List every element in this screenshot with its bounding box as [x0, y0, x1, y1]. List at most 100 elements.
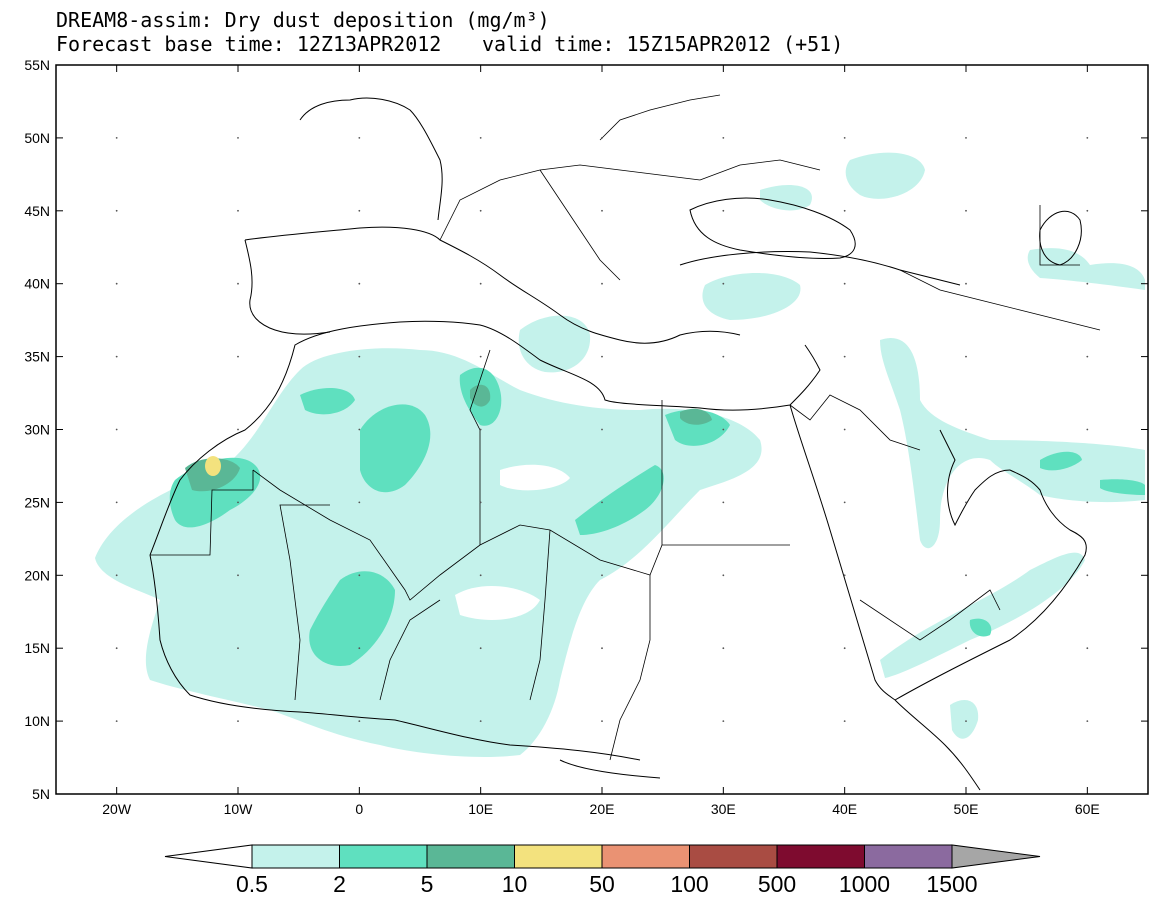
dust-field [95, 152, 1145, 757]
grid-dot [358, 501, 361, 504]
grid-dot [843, 501, 846, 504]
lat-tick-label: 45N [24, 203, 50, 219]
grid-dot [479, 355, 482, 358]
border [599, 94, 721, 141]
dust-area-high [470, 384, 491, 407]
grid-dot [358, 647, 361, 650]
grid-dot [965, 282, 967, 285]
grid-dot [601, 355, 603, 358]
grid-dot [115, 574, 118, 577]
dust-area-low [880, 338, 1145, 549]
grid-dot [115, 282, 118, 285]
grid-dot [115, 720, 118, 722]
grid-dot [115, 428, 118, 431]
dust-area-peak [205, 456, 221, 476]
grid-dot [115, 501, 118, 504]
grid-dot [358, 428, 361, 431]
grid-dot [722, 209, 725, 212]
latitude-axis: 55N 50N 45N 40N 35N 30N 25N 20N 15N 10N 5N [24, 57, 1148, 802]
grid-dot [722, 137, 725, 139]
longitude-axis: 20W 10W 0 10E 20E 30E 40E 50E 60E [102, 65, 1100, 817]
lat-tick-label: 30N [24, 422, 50, 438]
colorbar-upper-arrow [951, 844, 1041, 869]
dust-area-high [680, 408, 712, 425]
colorbar-label: 1500 [926, 871, 977, 897]
dust-area-medium [1040, 451, 1082, 471]
coastline [244, 239, 331, 335]
grid-dot [965, 355, 967, 358]
grid-dot [965, 137, 967, 139]
border [609, 575, 651, 761]
dust-area-low [1027, 248, 1145, 290]
coastline [894, 699, 981, 791]
lat-tick-label: 50N [24, 130, 50, 146]
grid-dot [479, 282, 482, 285]
dust-area-low [950, 700, 979, 739]
colorbar-label: 100 [670, 871, 708, 897]
grid-dot [479, 720, 482, 722]
border [150, 470, 254, 556]
dust-area-low [845, 152, 925, 199]
grid-dot [1086, 647, 1089, 650]
border [789, 394, 921, 451]
lon-tick-label: 0 [355, 801, 363, 817]
grid-dot [601, 647, 603, 650]
grid-dot [965, 647, 967, 650]
coastline [939, 429, 1011, 527]
border [699, 159, 821, 181]
grid-dot [722, 720, 725, 722]
grid-dot [843, 720, 846, 722]
grid-dot [237, 720, 239, 722]
grid-dot [237, 355, 239, 358]
grid-dot [1086, 282, 1089, 285]
colorbar-swatch [251, 844, 340, 869]
colorbar-swatch [426, 844, 515, 869]
valid-time: valid time: 15Z15APR2012 (+51) [482, 32, 844, 56]
grid-dot [237, 209, 239, 212]
dust-area-low [760, 185, 812, 211]
grid-dot [601, 720, 603, 722]
dust-area-low [702, 272, 801, 320]
grid-dot [115, 137, 118, 139]
lat-tick-label: 40N [24, 276, 50, 292]
grid-dot [1086, 501, 1089, 504]
colorbar-swatch [776, 844, 865, 869]
lon-tick-label: 20E [590, 801, 615, 817]
border [252, 400, 663, 601]
dust-area-medium [1100, 479, 1145, 495]
lon-tick-label: 20W [102, 801, 132, 817]
coastlines [149, 97, 1087, 791]
coastline [244, 226, 741, 344]
grid-dot [358, 355, 361, 358]
dust-area-low [518, 315, 591, 373]
dust-area-low [500, 464, 570, 491]
dust-area-medium [360, 404, 431, 493]
coastline [689, 197, 856, 259]
lat-tick-label: 20N [24, 567, 50, 583]
grid-dot [965, 574, 967, 577]
colorbar-swatch [864, 844, 953, 869]
border [469, 349, 491, 545]
grid-dot [358, 209, 361, 212]
colorbar-label: 500 [758, 871, 796, 897]
colorbar-swatch [339, 844, 428, 869]
dust-area-low [95, 348, 762, 757]
lat-tick-label: 15N [24, 640, 50, 656]
grid-dot [601, 428, 603, 431]
grid-dot [237, 428, 239, 431]
grid-dot [601, 501, 603, 504]
dust-area-medium [575, 465, 664, 535]
colorbar-lower-arrow [164, 844, 253, 869]
grid-dot [115, 209, 118, 212]
border [439, 164, 701, 241]
colorbar-label: 0.5 [236, 871, 268, 897]
grid-dot [601, 282, 603, 285]
lon-tick-label: 10W [224, 801, 254, 817]
border [279, 504, 330, 701]
grid-dot [479, 209, 482, 212]
grid-dot [237, 647, 239, 650]
coastline [894, 469, 1087, 701]
dust-area-medium [300, 388, 355, 415]
grid-dot [479, 574, 482, 577]
